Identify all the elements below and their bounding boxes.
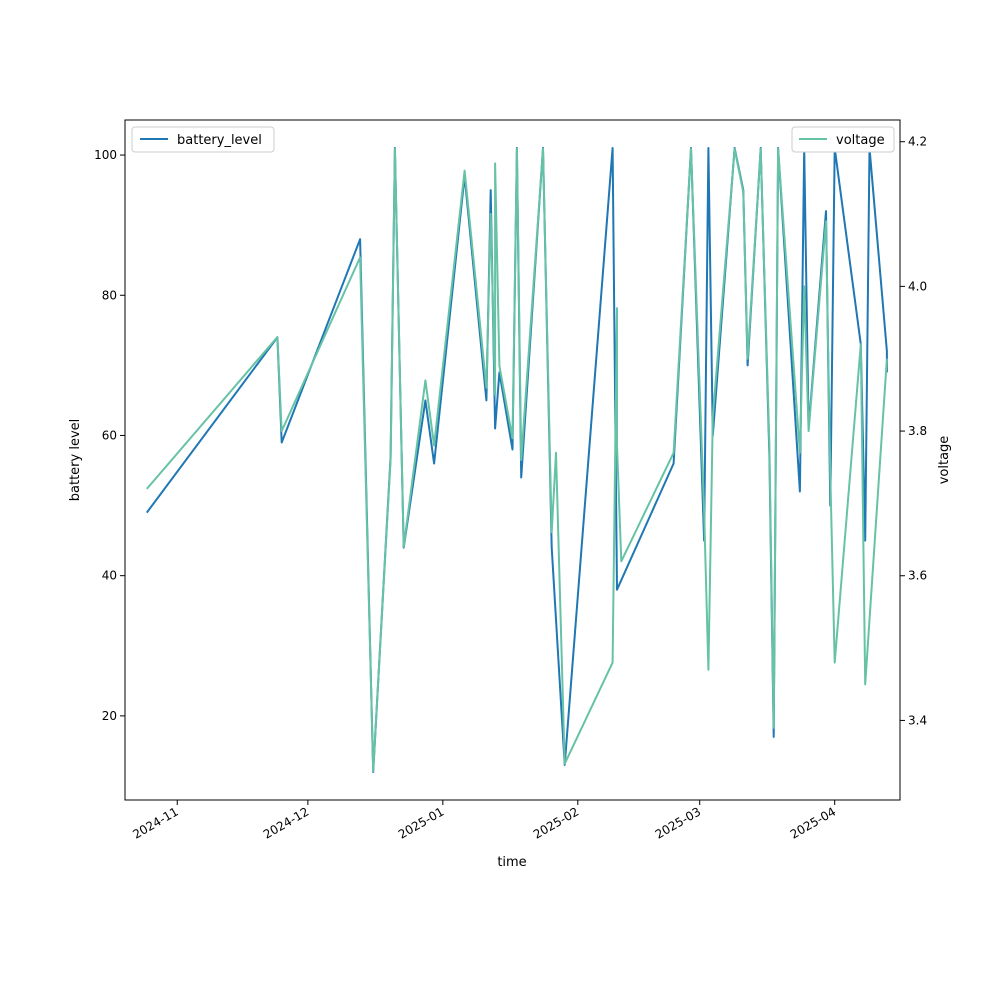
y2-tick-label: 4.0	[908, 279, 927, 293]
legend-box	[791, 126, 895, 153]
y-axis-right: 3.4 3.6 3.8 4.0 4.2	[900, 135, 927, 727]
series-layer	[145, 147, 888, 773]
legend-voltage: voltage	[791, 126, 895, 153]
y2-tick-label: 3.8	[908, 424, 927, 438]
series-line-voltage	[146, 147, 888, 773]
y2-axis-label: voltage	[937, 436, 952, 485]
y2-tick-label: 3.4	[908, 713, 927, 727]
y-tick-label: 20	[102, 709, 117, 723]
y-tick-label: 100	[94, 148, 117, 162]
plot-frame	[124, 119, 901, 801]
y-axis-left: 20 40 60 80 100	[94, 148, 125, 723]
y-axis-label: battery level	[68, 419, 83, 502]
legend-box	[131, 126, 275, 153]
y2-tick-label: 4.2	[908, 135, 927, 149]
legend-label-voltage: voltage	[836, 133, 885, 148]
y2-tick-label: 3.6	[908, 569, 927, 583]
x-axis-label: time	[497, 855, 526, 870]
legend-label-battery-level: battery_level	[177, 133, 262, 148]
legend-battery-level: battery_level	[131, 126, 275, 153]
y-tick-label: 60	[102, 428, 117, 442]
y-tick-label: 80	[102, 288, 117, 302]
y-tick-label: 40	[102, 569, 117, 583]
